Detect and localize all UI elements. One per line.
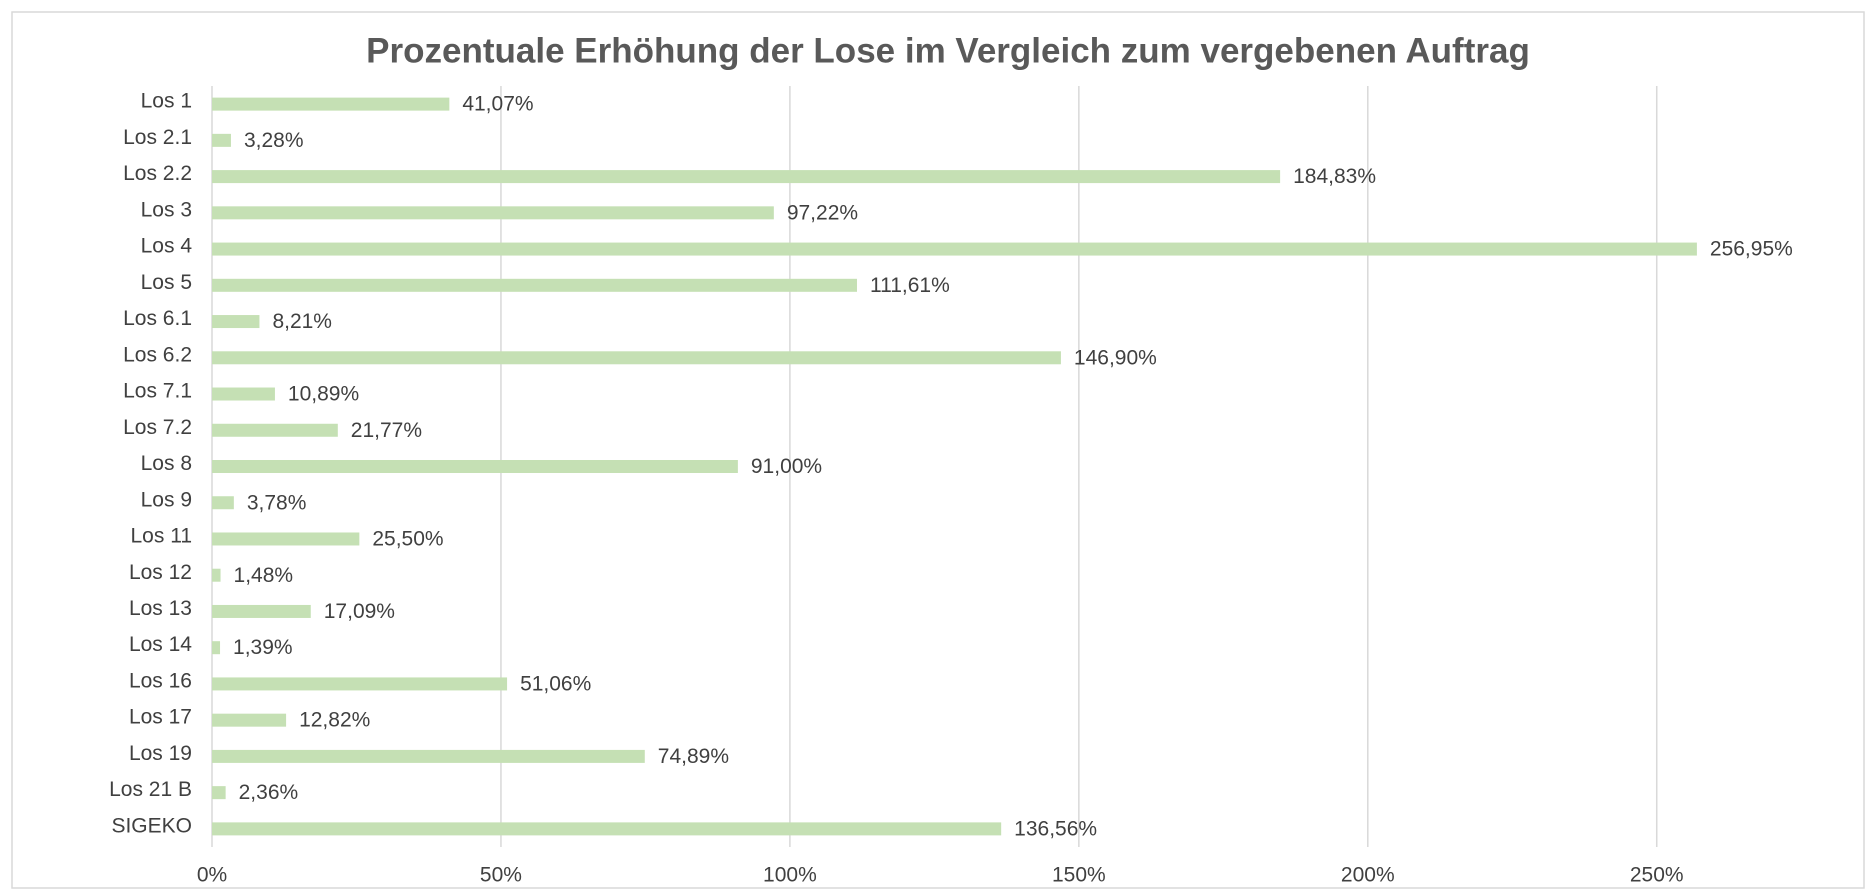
x-tick-label: 0% (197, 864, 227, 887)
y-tick-label: Los 19 (129, 742, 192, 765)
data-label: 12,82% (299, 709, 370, 732)
data-label: 51,06% (520, 672, 591, 695)
data-label: 136,56% (1014, 817, 1097, 840)
data-label: 97,22% (787, 201, 858, 224)
chart-title: Prozentuale Erhöhung der Lose im Verglei… (366, 31, 1530, 70)
x-tick-label: 250% (1630, 864, 1684, 887)
bar (212, 786, 226, 800)
data-label: 3,78% (247, 491, 307, 514)
y-tick-label: Los 8 (141, 452, 192, 475)
data-label: 146,90% (1074, 346, 1157, 369)
bar (212, 677, 508, 691)
data-label: 17,09% (324, 600, 395, 623)
y-tick-label: Los 14 (129, 633, 192, 656)
bar (212, 423, 338, 437)
data-label: 1,39% (233, 636, 293, 659)
y-tick-label: Los 13 (129, 597, 192, 620)
y-tick-label: Los 4 (141, 235, 193, 258)
bar (212, 242, 1697, 256)
bar (212, 315, 260, 329)
x-tick-label: 200% (1341, 864, 1395, 887)
y-tick-label: Los 7.1 (123, 380, 192, 403)
chart-border (11, 11, 1865, 889)
y-tick-label: Los 6.1 (123, 307, 192, 330)
bar (212, 713, 287, 727)
data-label: 74,89% (658, 745, 729, 768)
y-tick-label: Los 17 (129, 706, 192, 729)
bar (212, 387, 275, 401)
data-label: 41,07% (462, 93, 533, 116)
y-tick-label: Los 7.2 (123, 416, 192, 439)
data-label: 91,00% (751, 455, 822, 478)
data-label: 1,48% (234, 564, 294, 587)
data-label: 25,50% (372, 528, 443, 551)
bar (212, 351, 1061, 365)
y-tick-label: Los 6.2 (123, 343, 192, 366)
data-label: 184,83% (1293, 165, 1376, 188)
y-tick-label: Los 21 B (109, 778, 192, 801)
bar (212, 604, 311, 618)
data-label: 8,21% (272, 310, 332, 333)
y-tick-label: Los 12 (129, 561, 192, 584)
bar (212, 133, 231, 147)
bar (212, 641, 221, 655)
x-tick-label: 50% (480, 864, 522, 887)
y-tick-label: Los 16 (129, 669, 192, 692)
bar (212, 206, 774, 220)
bar (212, 278, 857, 292)
y-tick-label: Los 9 (141, 488, 192, 511)
data-label: 21,77% (351, 419, 422, 442)
bar (212, 170, 1281, 184)
data-label: 256,95% (1710, 238, 1793, 261)
bar (212, 822, 1002, 836)
x-tick-label: 150% (1052, 864, 1106, 887)
bar (212, 460, 738, 473)
y-tick-label: Los 5 (141, 271, 192, 294)
y-tick-label: Los 11 (131, 525, 193, 548)
data-label: 2,36% (239, 781, 299, 804)
y-tick-label: SIGEKO (111, 814, 192, 837)
data-label: 10,89% (288, 383, 359, 406)
data-label: 111,61% (870, 274, 950, 297)
bar (212, 97, 450, 111)
y-tick-label: Los 2.1 (123, 126, 192, 149)
y-tick-label: Los 2.2 (123, 162, 192, 185)
data-label: 3,28% (244, 129, 304, 152)
y-tick-label: Los 3 (141, 198, 192, 221)
x-tick-label: 100% (763, 864, 817, 887)
bar (212, 496, 234, 510)
bar (212, 568, 221, 582)
bar (212, 532, 360, 546)
y-tick-label: Los 1 (141, 90, 192, 113)
bar (212, 749, 645, 763)
